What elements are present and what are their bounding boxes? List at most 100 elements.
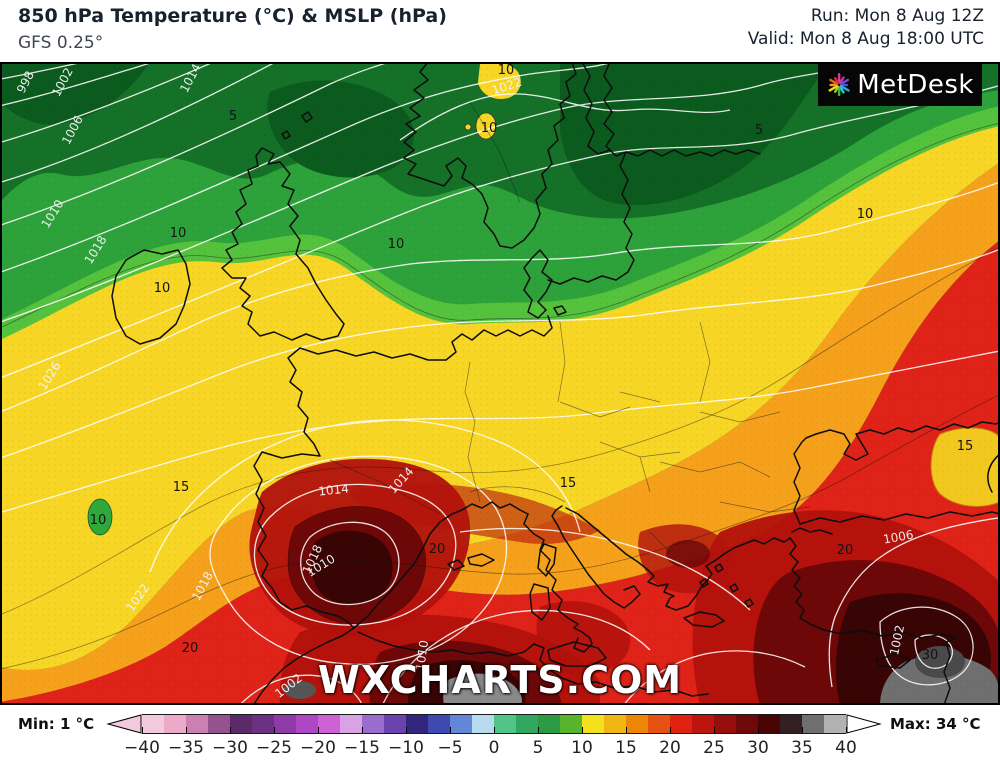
starburst-ray — [829, 78, 839, 86]
colorbar-row: Min: 1 °C Max: 34 °C — [18, 714, 981, 734]
colorbar-tick — [450, 727, 451, 733]
temperature-label: 20 — [182, 641, 199, 656]
temperature-label: 20 — [429, 542, 446, 557]
starburst-ray — [839, 85, 845, 94]
run-label: Run: Mon 8 Aug 12Z — [810, 6, 984, 26]
colorbar-segment — [582, 715, 604, 733]
colorbar-segment — [670, 715, 692, 733]
colorbar-tick-label: −30 — [212, 738, 248, 758]
colorbar-segment — [296, 715, 318, 733]
pressure-label: 1006 — [882, 528, 915, 547]
colorbar-tick-label: 10 — [571, 738, 593, 758]
temperature-label: 5 — [755, 123, 763, 138]
colorbar-segment — [340, 715, 362, 733]
temperature-label: 15 — [560, 476, 577, 491]
colorbar-segment — [428, 715, 450, 733]
colorbar-tick-label: 25 — [703, 738, 725, 758]
colorbar-tick — [186, 727, 187, 733]
temperature-label: 5 — [229, 109, 237, 124]
temperature-labels-layer: 5 5 10 10 10 10 10 10 10 15 15 15 20 20 20 30 — [90, 63, 974, 663]
colorbar-tick-label: 5 — [532, 738, 544, 758]
temperature-label: 15 — [173, 480, 190, 495]
temperature-label: 30 — [922, 648, 939, 663]
temperature-label: 10 — [90, 513, 107, 528]
colorbar-right-arrow-shape — [846, 714, 882, 734]
colorbar-tick-label: −5 — [437, 738, 463, 758]
legend-max-label: Max: 34 °C — [890, 715, 981, 733]
temperature-label: 20 — [837, 543, 854, 558]
wxcharts-watermark: WXCHARTS.COM — [317, 658, 683, 702]
page-title: 850 hPa Temperature (°C) & MSLP (hPa) — [18, 5, 447, 27]
metdesk-logo-text: MetDesk — [857, 70, 974, 100]
temperature-label: 15 — [957, 439, 974, 454]
valid-label: Valid: Mon 8 Aug 18:00 UTC — [747, 28, 984, 49]
colorbar-segment — [626, 715, 648, 733]
colorbar-segment — [186, 715, 208, 733]
colorbar-tick-label: 20 — [659, 738, 681, 758]
colorbar-tick-label: 0 — [488, 738, 500, 758]
colorbar-tick-label: 40 — [835, 738, 857, 758]
starburst-ray — [839, 84, 850, 92]
colorbar-tick-label: −10 — [388, 738, 424, 758]
colorbar-tick-label: −35 — [168, 738, 204, 758]
starburst-ray — [834, 77, 840, 85]
colorbar-tick-labels: −40 −35 −30 −25 −20 −15 −10 −5 0 5 10 15 20 25 30 35 40 — [124, 738, 857, 762]
colorbar-segment — [538, 715, 560, 733]
temperature-label: 10 — [170, 226, 187, 241]
colorbar-segment — [318, 715, 340, 733]
map-frame — [0, 62, 1000, 705]
model-label: GFS 0.25° — [18, 33, 104, 53]
colorbar-tick — [714, 727, 715, 733]
colorbar-tick-label: −15 — [344, 738, 380, 758]
temperature-label: 10 — [154, 281, 171, 296]
colorbar-segment — [230, 715, 252, 733]
colorbar-tick — [758, 727, 759, 733]
colorbar-tick — [274, 727, 275, 733]
colorbar-tick-label: 35 — [791, 738, 813, 758]
weather-map: 998 1002 1006 1014 1010 1018 1022 1026 1022 1018 1… — [0, 62, 1000, 705]
colorbar-tick — [670, 727, 671, 733]
legend-min-label: Min: 1 °C — [18, 715, 95, 733]
colorbar-tick — [626, 727, 627, 733]
colorbar-tick — [142, 727, 143, 733]
temperature-label: 10 — [857, 207, 874, 222]
metdesk-starburst-icon — [828, 72, 850, 97]
colorbar-tick — [538, 727, 539, 733]
colorbar-tick-label: −25 — [256, 738, 292, 758]
starburst-ray — [839, 78, 850, 86]
starburst-ray — [828, 84, 839, 92]
colorbar-tick — [846, 727, 847, 733]
colorbar-tick-label: 15 — [615, 738, 637, 758]
colorbar-tick-label: 30 — [747, 738, 769, 758]
pressure-label: 1002 — [887, 624, 907, 657]
colorbar-segment — [494, 715, 516, 733]
colorbar-tick — [802, 727, 803, 733]
metdesk-logo: MetDesk — [818, 64, 982, 106]
legend: Min: 1 °C Max: 34 °C −40 −35 −30 −25 −20 −15−… — [0, 705, 1000, 766]
colorbar-segment — [802, 715, 824, 733]
colorbar-left-arrow — [106, 714, 142, 734]
header: 850 hPa Temperature (°C) & MSLP (hPa) GF… — [0, 0, 1000, 62]
colorbar-segment — [560, 715, 582, 733]
colorbar-segment — [692, 715, 714, 733]
colorbar-segment — [208, 715, 230, 733]
colorbar-segment — [450, 715, 472, 733]
pressure-label: 1010 — [413, 639, 431, 671]
pressure-label: 1014 — [318, 481, 350, 498]
colorbar-left-arrow-shape — [106, 714, 142, 734]
temperature-label: 10 — [498, 63, 515, 78]
temperature-label: 10 — [388, 237, 405, 252]
colorbar-segment — [758, 715, 780, 733]
colorbar-tick — [406, 727, 407, 733]
colorbar-segment — [142, 715, 164, 733]
colorbar-tick — [582, 727, 583, 733]
run-info: Run: Mon 8 Aug 12Z Valid: Mon 8 Aug 18:0… — [748, 5, 984, 51]
colorbar-segment — [736, 715, 758, 733]
colorbar-tick-label: −40 — [124, 738, 160, 758]
colorbar-tick — [362, 727, 363, 733]
colorbar-segment — [648, 715, 670, 733]
colorbar-tick — [230, 727, 231, 733]
colorbar-segment — [472, 715, 494, 733]
colorbar-tick — [318, 727, 319, 733]
